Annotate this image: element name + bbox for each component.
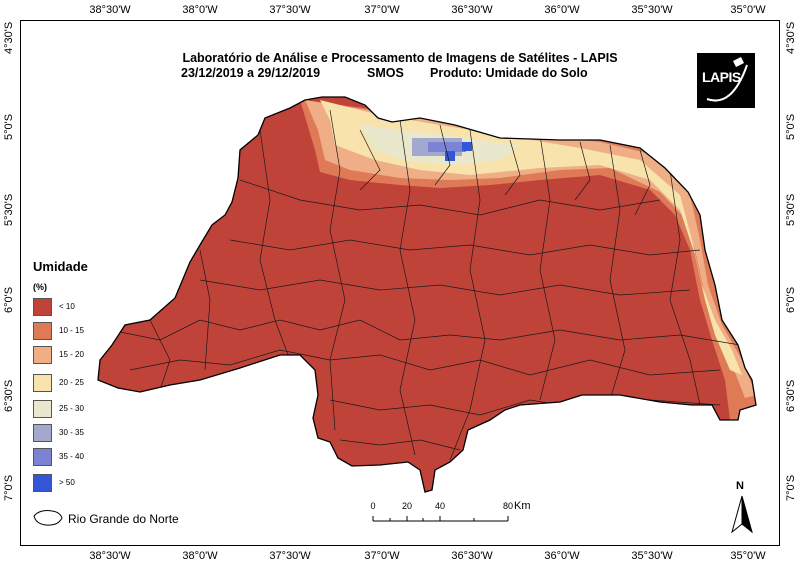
date-range: 23/12/2019 a 29/12/2019: [181, 66, 321, 80]
state-outline-legend-icon: [33, 510, 63, 526]
legend-swatch: [33, 346, 52, 364]
scale-bar: 0 20 40 80 Km: [370, 500, 532, 531]
lon-label: 37°30'W: [269, 550, 311, 562]
product-name: Produto: Umidade do Solo: [430, 66, 588, 80]
logo-text: LAPIS: [702, 69, 741, 85]
lon-label: 35°30'W: [631, 4, 673, 16]
lon-label: 36°30'W: [451, 550, 493, 562]
legend-label: 30 - 35: [59, 428, 84, 437]
satellite-orbit-icon: [706, 57, 748, 102]
north-label: N: [736, 480, 744, 492]
map-title: Laboratório de Análise e Processamento d…: [182, 51, 618, 65]
legend-units: (%): [33, 282, 47, 292]
legend-item: 15 - 20: [33, 346, 183, 366]
legend-label: 20 - 25: [59, 378, 84, 387]
legend-label: > 50: [59, 478, 75, 487]
legend-item: 20 - 25: [33, 374, 183, 394]
moisture-class-35-40: [428, 142, 466, 152]
lon-label: 37°0'W: [364, 550, 400, 562]
scale-bar-graphic: [372, 516, 509, 522]
lon-label: 35°0'W: [730, 4, 766, 16]
legend-swatch: [33, 474, 52, 492]
legend-swatch: [33, 400, 52, 418]
state-outline: [97, 96, 757, 493]
scale-tick-label: 0: [370, 501, 376, 511]
moisture-class-gt50: [445, 151, 455, 161]
lon-label: 38°30'W: [89, 4, 131, 16]
legend-item: 30 - 35: [33, 424, 183, 444]
north-arrow-icon: [731, 495, 753, 534]
legend-item: 10 - 15: [33, 322, 183, 342]
lon-label: 36°0'W: [544, 550, 580, 562]
lon-label: 38°0'W: [182, 4, 218, 16]
legend-item: > 50: [33, 474, 183, 494]
lon-label: 37°0'W: [364, 4, 400, 16]
moisture-raster: [98, 97, 756, 492]
scale-tick-label: 20: [401, 501, 413, 511]
municipal-boundaries: [109, 109, 741, 461]
legend-item: < 10: [33, 298, 183, 318]
legend-label: < 10: [59, 302, 75, 311]
scale-unit: Km: [514, 500, 531, 512]
lon-label: 35°0'W: [730, 550, 766, 562]
scale-tick-label: 80: [502, 501, 514, 511]
legend-item: 35 - 40: [33, 448, 183, 468]
legend-label: 25 - 30: [59, 404, 84, 413]
lon-label: 36°0'W: [544, 4, 580, 16]
lon-label: 36°30'W: [451, 4, 493, 16]
legend-swatch: [33, 448, 52, 466]
moisture-class-gt50: [462, 142, 472, 151]
legend-label: 15 - 20: [59, 350, 84, 359]
lon-label: 35°30'W: [631, 550, 673, 562]
legend-swatch: [33, 322, 52, 340]
legend-label: 35 - 40: [59, 452, 84, 461]
lapis-logo: LAPIS: [697, 53, 755, 108]
lon-label: 38°30'W: [89, 550, 131, 562]
legend-title: Umidade: [33, 259, 88, 274]
legend-item: 25 - 30: [33, 400, 183, 420]
legend-swatch: [33, 298, 52, 316]
sensor-name: SMOS: [367, 66, 404, 80]
lon-label: 38°0'W: [182, 550, 218, 562]
legend-swatch: [33, 374, 52, 392]
moisture-class-20-25: [320, 100, 742, 375]
lon-label: 37°30'W: [269, 4, 311, 16]
legend-label: 10 - 15: [59, 326, 84, 335]
outline-legend-label: Rio Grande do Norte: [68, 512, 179, 526]
scale-tick-label: 40: [434, 501, 446, 511]
legend-swatch: [33, 424, 52, 442]
